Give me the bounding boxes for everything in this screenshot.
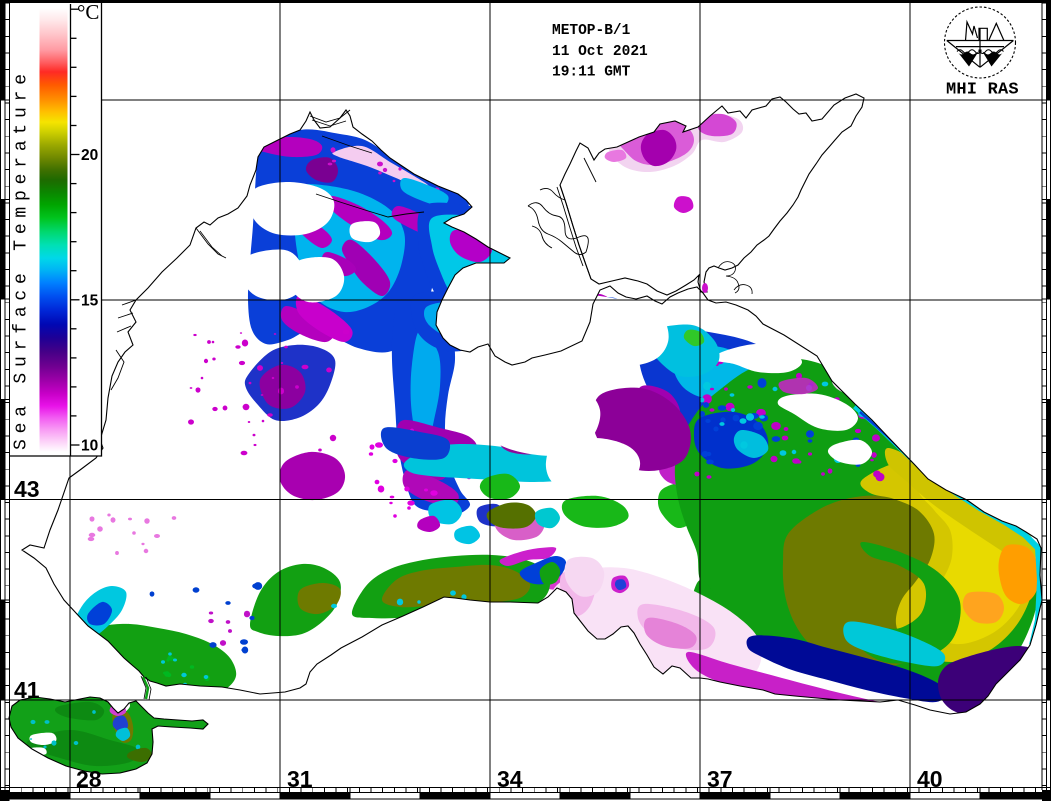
svg-text:10: 10 [81,438,98,455]
svg-text:31: 31 [287,766,313,792]
svg-text:METOP-B/1: METOP-B/1 [552,23,631,39]
svg-text:Sea Surface Temperature: Sea Surface Temperature [12,68,32,450]
svg-text:20: 20 [81,147,98,164]
svg-text:°C: °C [77,0,99,24]
svg-text:43: 43 [14,476,40,502]
svg-text:40: 40 [917,766,943,792]
svg-text:34: 34 [497,766,523,792]
svg-text:28: 28 [76,766,102,792]
svg-text:15: 15 [81,292,99,309]
svg-text:41: 41 [14,677,40,703]
svg-text:19:11 GMT: 19:11 GMT [552,65,631,81]
svg-text:37: 37 [707,766,733,792]
svg-text:11 Oct 2021: 11 Oct 2021 [552,44,648,60]
svg-text:MHI RAS: MHI RAS [946,81,1019,100]
